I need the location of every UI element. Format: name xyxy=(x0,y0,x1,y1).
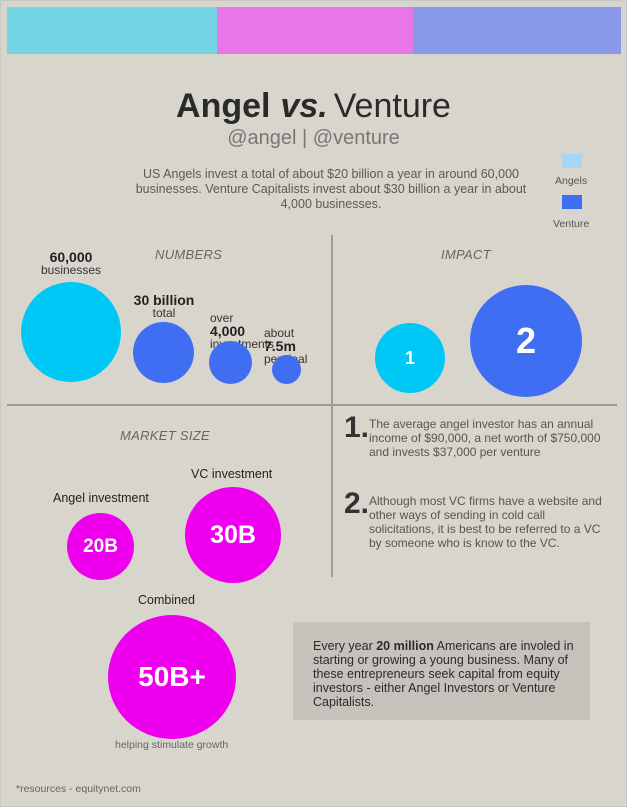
callout-post: Americans are involed in starting or gro… xyxy=(313,639,574,709)
impact-heading: IMPACT xyxy=(441,247,491,262)
market-angel-label: Angel investment xyxy=(53,491,149,505)
market-heading: MARKET SIZE xyxy=(120,428,210,443)
impact-circle-2-label: 2 xyxy=(515,320,537,361)
impact-circle-1: 1 xyxy=(375,323,445,393)
divider-vertical xyxy=(331,235,333,577)
numbers-item-businesses: 60,000 businesses xyxy=(31,249,111,277)
numbers-value: 4,000 xyxy=(210,323,246,339)
color-bar-cyan xyxy=(7,7,217,54)
impact-point-2-text: Although most VC firms have a website an… xyxy=(369,494,602,550)
market-circle-50b: 50B+ xyxy=(108,615,236,739)
market-vc-value: 30B xyxy=(210,520,256,549)
page-title: Angel vs. Venture xyxy=(1,87,626,126)
numbers-value: 30 billion xyxy=(133,292,195,308)
market-caption: helping stimulate growth xyxy=(115,739,229,751)
color-bar-magenta xyxy=(217,7,413,54)
numbers-value: 60,000 xyxy=(49,249,93,265)
circle-7-5m-per-deal xyxy=(272,355,301,384)
title-vs: vs. xyxy=(280,87,328,125)
color-bar-blue xyxy=(413,7,621,54)
numbers-label: total xyxy=(152,306,176,320)
intro-text: US Angels invest a total of about $20 bi… xyxy=(135,167,527,211)
title-venture: Venture xyxy=(333,87,451,125)
market-combined-label: Combined xyxy=(138,593,195,607)
market-circle-20b: 20B xyxy=(67,513,134,580)
numbers-value: 7.5m xyxy=(264,338,296,354)
market-circle-30b: 30B xyxy=(185,487,281,583)
callout-box xyxy=(293,622,590,720)
impact-point-1-number: 1. xyxy=(344,411,370,444)
callout-highlight: 20 million xyxy=(376,639,434,653)
footer-resources: *resources - equitynet.com xyxy=(16,783,141,795)
numbers-prefix: about xyxy=(264,326,295,340)
market-combined-value: 50B+ xyxy=(138,661,206,692)
market-angel-value: 20B xyxy=(83,535,118,557)
circle-30-billion xyxy=(133,322,194,383)
legend-swatch-angels xyxy=(562,154,582,168)
impact-point-1-text: The average angel investor has an annual… xyxy=(369,417,601,459)
legend-label-angels: Angels xyxy=(555,175,588,187)
legend-swatch-venture xyxy=(562,195,582,209)
title-angel: Angel xyxy=(176,87,271,125)
impact-circle-1-label: 1 xyxy=(404,347,415,368)
market-vc-label: VC investment xyxy=(191,467,273,481)
numbers-item-total: 30 billion total xyxy=(129,292,199,320)
numbers-label: businesses xyxy=(40,263,102,277)
divider-horizontal xyxy=(7,404,617,406)
impact-point-2-number: 2. xyxy=(344,487,370,520)
numbers-heading: NUMBERS xyxy=(155,247,223,262)
numbers-prefix: over xyxy=(210,311,234,325)
callout-text: Every year 20 million Americans are invo… xyxy=(313,639,583,709)
social-handles: @angel | @venture xyxy=(227,127,400,149)
legend-label-venture: Venture xyxy=(553,218,590,230)
circle-4000-investments xyxy=(209,341,252,384)
circle-60000-businesses xyxy=(21,282,121,382)
callout-pre: Every year xyxy=(313,639,377,653)
impact-circle-2: 2 xyxy=(470,285,582,397)
